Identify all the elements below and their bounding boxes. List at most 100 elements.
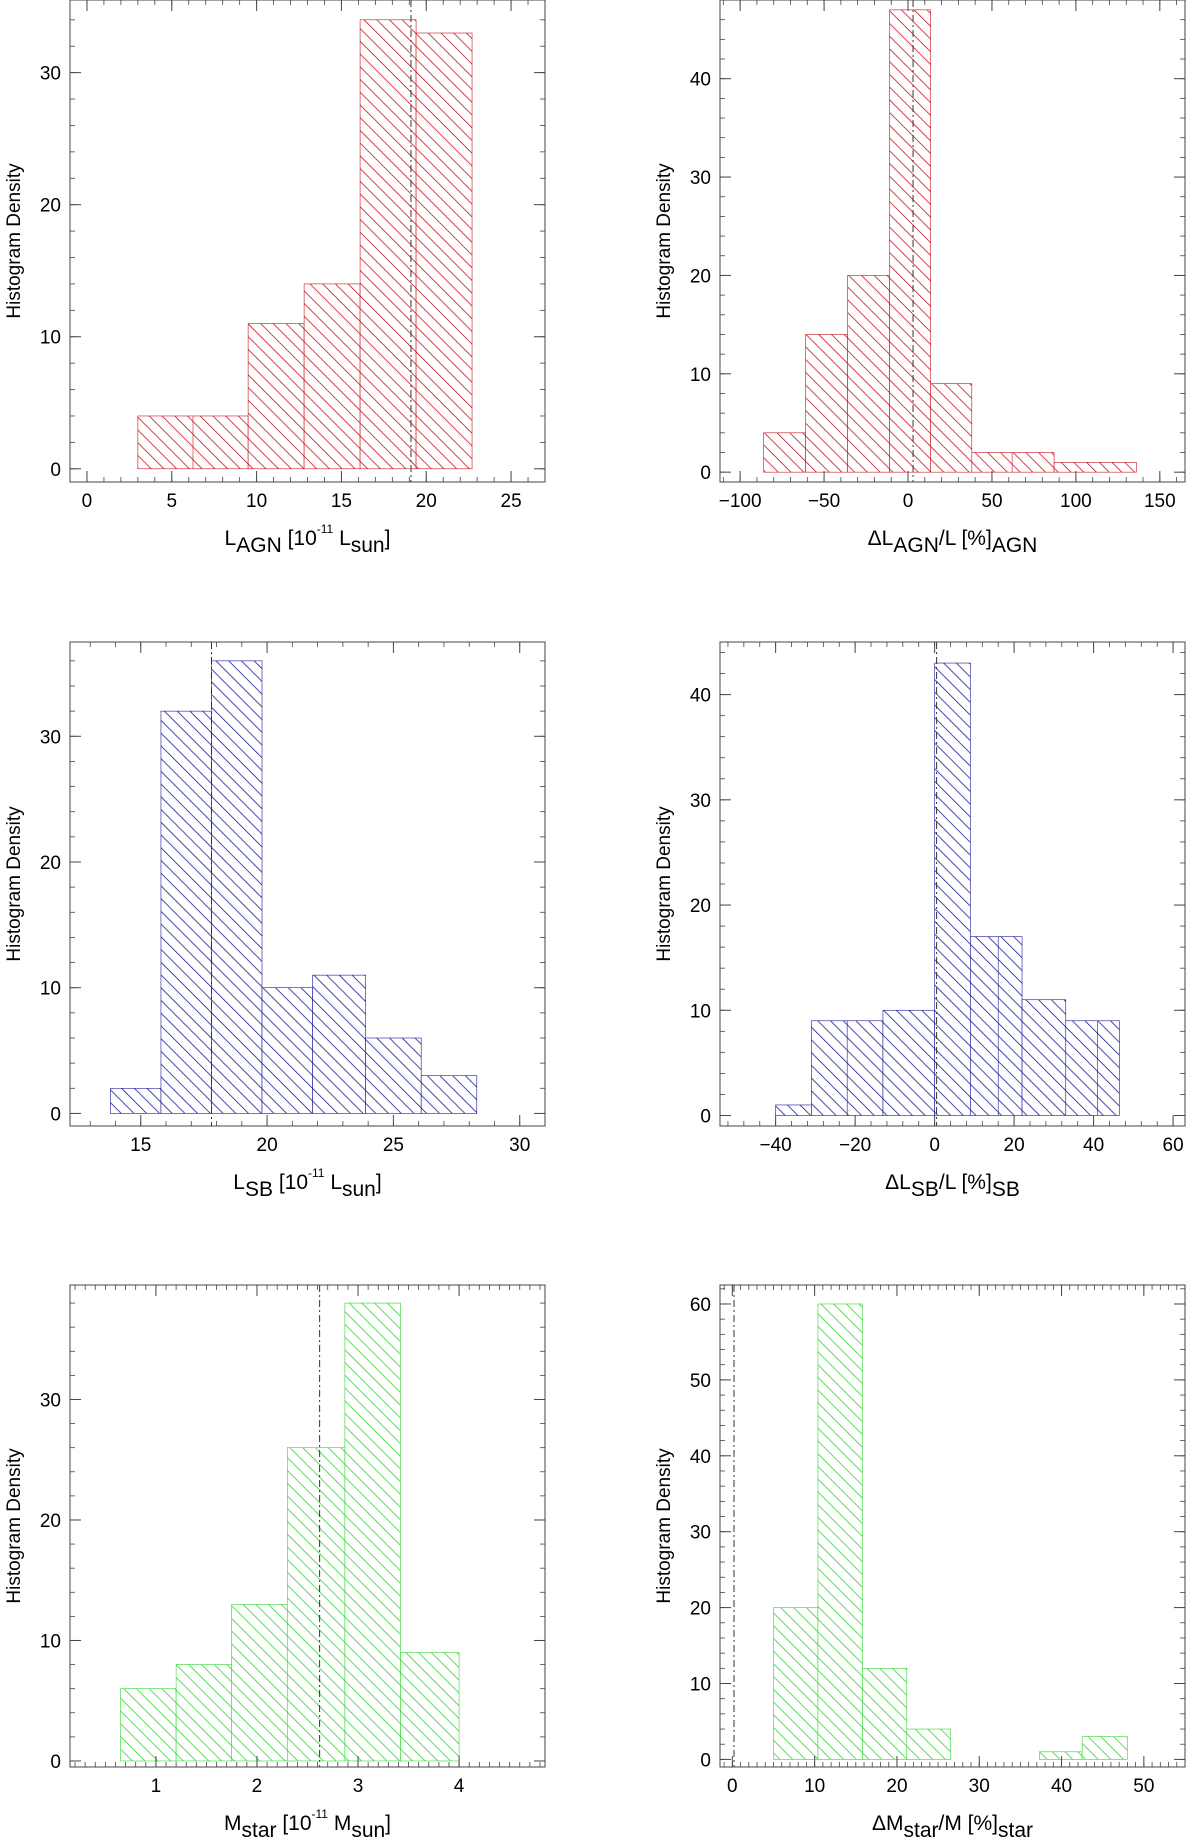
x-axis-label: ΔLAGN/L [%]AGN [868,527,1038,557]
y-tick-label: 40 [690,1447,711,1468]
histogram-bar [773,1607,819,1760]
y-axis-label: Histogram Density [4,806,25,962]
histogram-bar [420,1075,478,1114]
histogram-bar [261,987,313,1114]
x-axis-label-part: [%] [956,1171,992,1194]
histogram-bar [906,1728,951,1760]
histogram-bar [247,323,305,470]
histogram-bar [110,1087,162,1114]
histogram-bar [971,452,1055,473]
x-axis-label: ΔLSB/L [%]SB [885,1171,1020,1201]
x-axis-label-part: M [328,1812,351,1835]
x-axis-label-part: sun [351,534,385,557]
histogram-bar [934,662,971,1116]
y-tick-label: 30 [40,1390,61,1411]
y-tick-label: 10 [40,979,61,1000]
x-tick-label: 20 [257,1135,278,1156]
x-axis-label-part: L [324,1171,342,1194]
x-axis-label-part: ] [385,527,391,550]
x-axis-label-part: /L [939,1171,956,1194]
x-axis-label-part: /M [939,1812,962,1835]
histogram-bar [805,334,848,473]
y-tick-label: 0 [700,1750,711,1771]
x-axis-label-part: ] [385,1812,391,1835]
x-axis-label-part: sun [342,1178,376,1201]
histogram-panel-6: 0 10 20 30 40 50 0 10 20 30 40 50 60 Histogram Densit… [654,1284,1186,1842]
x-axis-label-part: AGN [236,534,282,557]
x-tick-label: −20 [839,1135,871,1156]
x-tick-label: 10 [246,491,267,512]
histogram-bar [303,283,361,470]
histogram-bar [175,1664,233,1762]
histogram-bar [847,275,890,473]
histogram-bar [1081,1736,1128,1760]
x-tick-label: 25 [383,1135,404,1156]
x-axis-label-part: AGN [992,534,1038,557]
x-axis-label-part: SB [992,1178,1020,1201]
x-tick-label: 150 [1144,491,1176,512]
y-axis-label: Histogram Density [654,1448,675,1604]
y-tick-label: 20 [40,853,61,874]
histogram-bar [365,1037,422,1114]
y-tick-label: 30 [40,64,61,85]
x-axis-label-part: sun [351,1819,385,1842]
histogram-bar [763,432,806,473]
histogram-bar [862,1668,908,1760]
x-axis-label: LAGN [10-11 Lsun] [225,522,391,557]
histogram-panel-4: −40 −20 0 20 40 60 0 10 20 30 40 Histogram Density Δ… [654,641,1186,1201]
x-tick-label: 50 [981,491,1002,512]
x-tick-label: 5 [166,491,177,512]
x-axis-label-part: L [225,527,237,550]
histogram-bar [1065,1020,1120,1116]
y-axis-label: Histogram Density [654,806,675,962]
x-axis-label-part: SB [245,1178,273,1201]
y-tick-label: 40 [690,686,711,707]
x-tick-label: 3 [353,1776,364,1797]
histogram-panel-5: 1 2 3 4 0 10 20 30 Histogram Density Mstar [10-11… [4,1284,546,1842]
y-tick-label: 60 [690,1295,711,1316]
y-tick-label: 20 [690,1599,711,1620]
x-axis-label-part: star [903,1819,938,1842]
y-tick-label: 20 [40,196,61,217]
y-axis-label: Histogram Density [4,163,25,319]
x-axis-label: Mstar [10-11 Msun] [224,1807,391,1842]
x-tick-label: 50 [1133,1776,1154,1797]
histogram-bar [930,383,973,473]
x-axis-label-part: /L [939,527,956,550]
histogram-bar [970,936,1023,1116]
x-tick-label: 30 [969,1776,990,1797]
y-tick-label: 20 [690,266,711,287]
histogram-bar [1021,999,1067,1116]
y-tick-label: 20 [690,896,711,917]
histogram-bar [400,1652,460,1762]
y-tick-label: 0 [50,1752,61,1773]
x-tick-label: 4 [454,1776,465,1797]
x-tick-label: 15 [130,1135,151,1156]
x-tick-label: 0 [82,491,93,512]
histogram-bar [415,32,473,470]
x-tick-label: 1 [151,1776,162,1797]
x-tick-label: 25 [501,491,522,512]
y-axis-label: Histogram Density [4,1448,25,1604]
x-axis-label-part: -11 [312,1807,329,1821]
histogram-bar [120,1688,177,1762]
x-tick-label: 2 [252,1776,263,1797]
y-tick-label: 30 [40,727,61,748]
x-tick-label: −40 [760,1135,792,1156]
y-tick-label: 0 [50,460,61,481]
histogram-bar [775,1104,812,1116]
x-axis-label-part: [10 [277,1812,312,1835]
x-axis-label-part: ΔM [872,1812,904,1835]
y-tick-label: 10 [690,1675,711,1696]
x-axis-label-part: [%] [962,1812,998,1835]
x-tick-label: 40 [1051,1776,1072,1797]
y-tick-label: 20 [40,1511,61,1532]
x-axis-label-part: M [224,1812,242,1835]
histogram-bar [211,660,263,1114]
x-axis-label-part: SB [911,1178,939,1201]
histogram-bar [889,9,931,473]
x-tick-label: 15 [331,491,352,512]
x-axis-label-part: [%] [956,527,992,550]
y-tick-label: 30 [690,791,711,812]
